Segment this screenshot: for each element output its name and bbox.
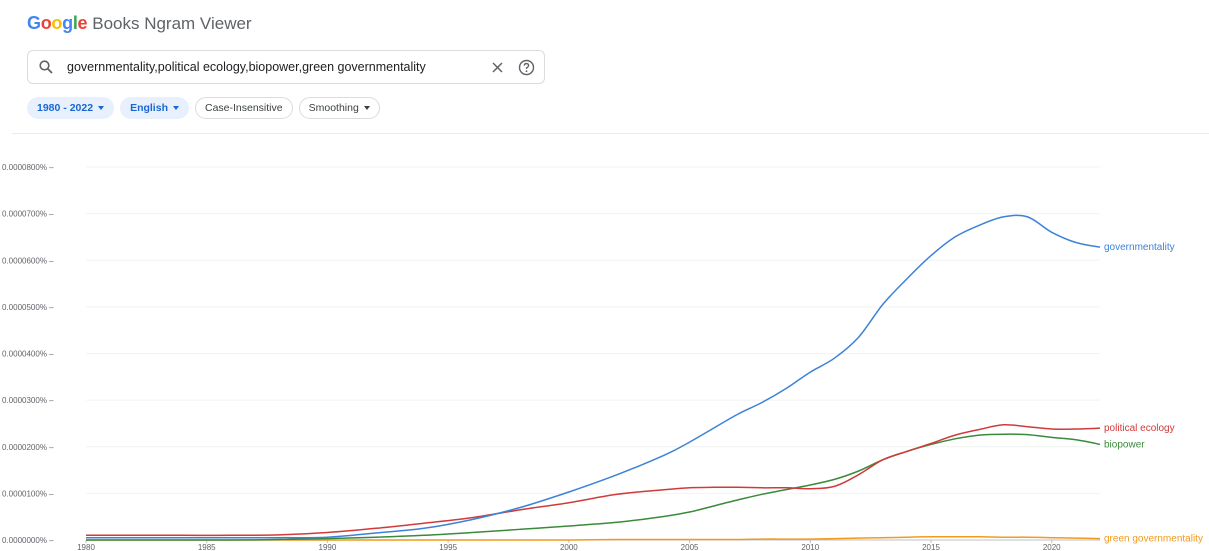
y-tick-label: 0.0000500% – xyxy=(2,303,54,312)
x-tick-label: 2010 xyxy=(801,543,819,551)
x-tick-label: 2020 xyxy=(1043,543,1061,551)
year-range-label: 1980 - 2022 xyxy=(37,102,94,114)
logo-letter: o xyxy=(40,13,52,33)
y-tick-label: 0.0000100% – xyxy=(2,489,54,498)
search-bar xyxy=(27,50,545,84)
series-label[interactable]: biopower xyxy=(1104,439,1145,450)
help-icon[interactable] xyxy=(518,59,535,76)
x-tick-label: 2005 xyxy=(681,543,699,551)
logo-letter: e xyxy=(77,13,88,33)
chevron-down-icon xyxy=(98,106,105,110)
smoothing-label: Smoothing xyxy=(308,102,359,114)
series-line-governmentality[interactable] xyxy=(85,214,1101,539)
filter-chips: 1980 - 2022 English Case-Insensitive Smo… xyxy=(27,97,380,119)
smoothing-dropdown[interactable]: Smoothing xyxy=(298,97,380,119)
series-label[interactable]: green governmentality xyxy=(1104,534,1203,545)
close-icon[interactable] xyxy=(490,60,505,75)
logo-letter: o xyxy=(51,13,63,33)
search-icon[interactable] xyxy=(39,60,53,74)
logo-letter: g xyxy=(62,13,73,33)
chevron-down-icon xyxy=(363,106,370,110)
year-range-dropdown[interactable]: 1980 - 2022 xyxy=(27,97,115,119)
x-tick-label: 1995 xyxy=(439,543,457,551)
y-tick-label: 0.0000300% – xyxy=(2,396,54,405)
y-tick-label: 0.0000000% – xyxy=(2,536,54,545)
logo-letter: l xyxy=(72,13,78,33)
case-label: Case-Insensitive xyxy=(204,102,283,114)
series-line-political-ecology[interactable] xyxy=(85,423,1101,537)
x-tick-label: 2015 xyxy=(922,543,940,551)
case-insensitive-toggle[interactable]: Case-Insensitive xyxy=(194,97,293,119)
app-name: Books Ngram Viewer xyxy=(92,13,252,33)
y-tick-label: 0.0000200% – xyxy=(2,443,54,452)
header-divider xyxy=(12,133,1209,134)
search-input[interactable] xyxy=(65,59,469,75)
corpus-label: English xyxy=(130,102,168,114)
x-tick-label: 1990 xyxy=(319,543,337,551)
series-line-green-governmentality[interactable] xyxy=(86,535,1101,541)
logo-letter: G xyxy=(27,13,41,33)
y-tick-label: 0.0000800% – xyxy=(2,163,54,172)
x-tick-label: 1985 xyxy=(198,543,216,551)
corpus-dropdown[interactable]: English xyxy=(120,97,189,119)
google-wordmark: Google xyxy=(27,13,88,34)
x-tick-label: 1980 xyxy=(77,543,95,551)
series-line-biopower[interactable] xyxy=(86,433,1101,541)
chevron-down-icon xyxy=(172,106,179,110)
y-tick-label: 0.0000400% – xyxy=(2,350,54,359)
y-tick-label: 0.0000700% – xyxy=(2,210,54,219)
y-tick-label: 0.0000600% – xyxy=(2,256,54,265)
series-label[interactable]: governmentality xyxy=(1104,242,1175,253)
series-label[interactable]: political ecology xyxy=(1104,423,1175,434)
app-logo[interactable]: Google Books Ngram Viewer xyxy=(27,13,252,34)
x-tick-label: 2000 xyxy=(560,543,578,551)
